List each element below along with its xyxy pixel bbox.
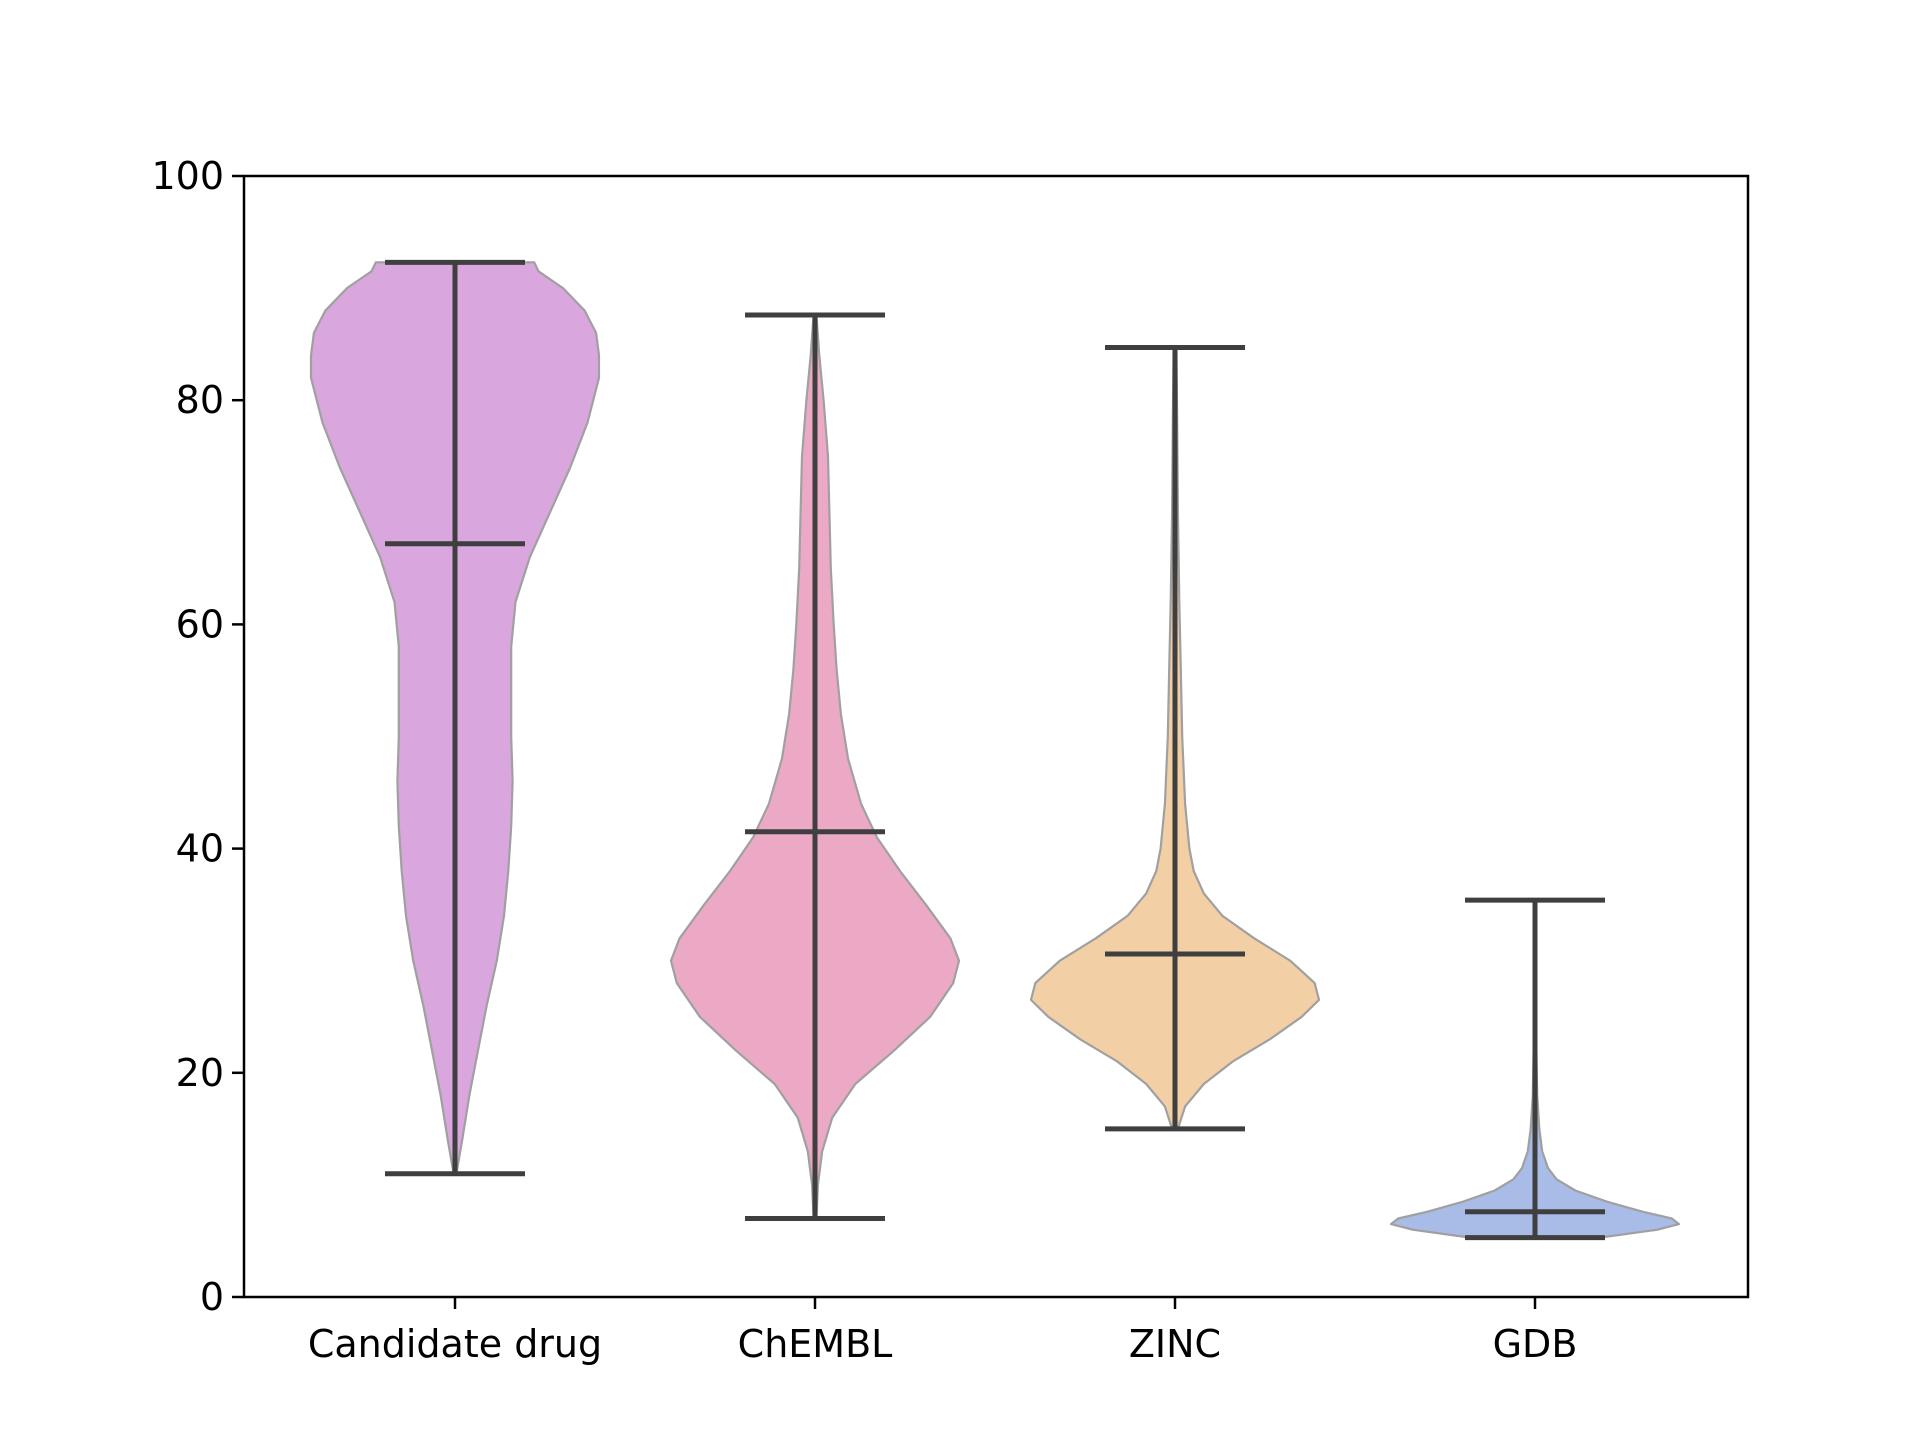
extrema-median-layer: [385, 259, 1605, 1241]
x-tick-label: GDB: [1493, 1322, 1578, 1366]
plot-frame: [242, 174, 1750, 1299]
y-tick-label: 20: [176, 1051, 224, 1095]
y-tick-label: 40: [176, 827, 224, 871]
x-tick-label: Candidate drug: [308, 1322, 602, 1366]
x-tick-label: ChEMBL: [738, 1322, 893, 1366]
x-tick-label: ZINC: [1129, 1322, 1221, 1366]
y-tick-label: 80: [176, 378, 224, 422]
y-tick-label: 60: [176, 602, 224, 646]
violins-layer: [309, 261, 1681, 1239]
y-axis: 0 20 40 60 80 100: [151, 154, 244, 1319]
x-axis: Candidate drug ChEMBL ZINC GDB: [308, 1297, 1578, 1366]
y-tick-label: 0: [200, 1275, 224, 1319]
y-tick-label: 100: [151, 154, 224, 198]
